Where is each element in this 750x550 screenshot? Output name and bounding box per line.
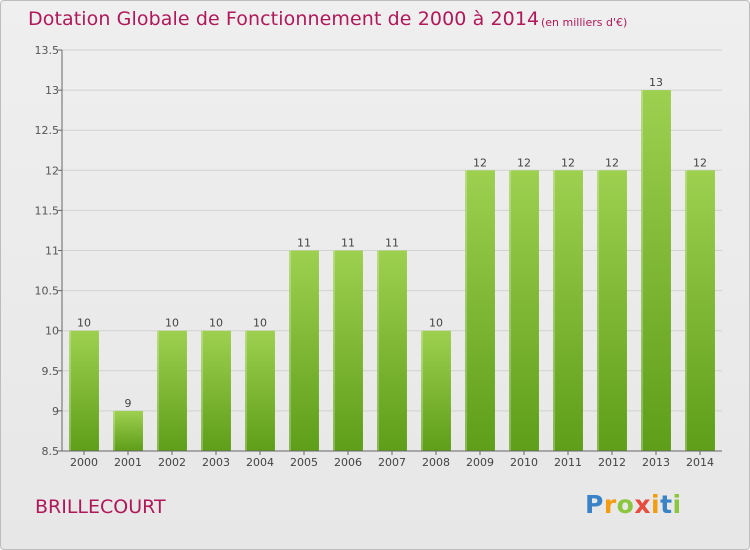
bar-highlight (157, 330, 160, 451)
bar-2008 (421, 330, 451, 451)
data-label: 9 (125, 397, 132, 410)
x-tick-label: 2001 (114, 456, 142, 469)
bar-2009 (465, 170, 495, 452)
data-label: 10 (165, 317, 179, 330)
y-tick-label: 9.5 (42, 365, 60, 378)
bar-2011 (553, 170, 583, 452)
bar-highlight (245, 330, 248, 451)
data-labels: 10 9 10 10 10 11 11 11 10 12 12 12 12 13 12 (77, 76, 707, 410)
bar-2014 (685, 170, 715, 452)
x-tick-label: 2004 (246, 456, 274, 469)
bar-highlight (685, 170, 688, 452)
bar-highlight (553, 170, 556, 452)
bar-series (69, 90, 715, 452)
data-label: 11 (385, 237, 399, 250)
data-label: 12 (693, 156, 707, 169)
axes: 8.5 9 9.5 10 10.5 11 11.5 12 12.5 13 13.5 2000 2001 2… (35, 44, 722, 469)
data-label: 10 (209, 317, 223, 330)
bar-2012 (597, 170, 627, 452)
data-label: 12 (517, 156, 531, 169)
data-label: 11 (341, 237, 355, 250)
data-label: 12 (561, 156, 575, 169)
bar-highlight (509, 170, 512, 452)
chart-title: Dotation Globale de Fonctionnement de 20… (28, 8, 540, 30)
y-tick-label: 13.5 (35, 44, 60, 57)
y-tick-label: 12 (45, 164, 59, 177)
x-tick-label: 2007 (378, 456, 406, 469)
y-tick-label: 11 (45, 245, 59, 258)
bar-2013 (641, 90, 671, 451)
data-label: 10 (77, 317, 91, 330)
x-tick-label: 2002 (158, 456, 186, 469)
x-tick-label: 2005 (290, 456, 318, 469)
bar-2006 (333, 250, 363, 451)
bar-highlight (641, 90, 644, 451)
x-tick-label: 2009 (466, 456, 494, 469)
x-tick-label: 2013 (642, 456, 670, 469)
y-tick-label: 11.5 (35, 204, 60, 217)
bar-2001 (113, 410, 143, 451)
bar-highlight (289, 250, 292, 451)
data-label: 13 (649, 76, 663, 89)
bar-highlight (597, 170, 600, 452)
y-tick-label: 10 (45, 325, 59, 338)
x-tick-label: 2012 (598, 456, 626, 469)
bar-highlight (69, 330, 72, 451)
x-tick-label: 2008 (422, 456, 450, 469)
y-tick-label: 13 (45, 84, 59, 97)
bar-highlight (421, 330, 424, 451)
y-tick-label: 10.5 (35, 285, 60, 298)
bar-highlight (333, 250, 336, 451)
x-tick-label: 2000 (70, 456, 98, 469)
bar-highlight (113, 410, 116, 451)
x-tick-label: 2003 (202, 456, 230, 469)
bar-2003 (201, 330, 231, 451)
bar-2002 (157, 330, 187, 451)
data-label: 12 (473, 156, 487, 169)
data-label: 10 (429, 317, 443, 330)
chart-subtitle: (en milliers d'€) (541, 16, 628, 29)
proxiti-logo: Proxiti (585, 490, 682, 519)
data-label: 12 (605, 156, 619, 169)
bar-2000 (69, 330, 99, 451)
y-tick-label: 9 (52, 405, 59, 418)
x-tick-label: 2010 (510, 456, 538, 469)
bar-highlight (377, 250, 380, 451)
bar-2005 (289, 250, 319, 451)
bar-2007 (377, 250, 407, 451)
y-tick-label: 12.5 (35, 124, 60, 137)
x-tick-label: 2014 (686, 456, 714, 469)
y-tick-label: 8.5 (42, 445, 60, 458)
x-tick-label: 2011 (554, 456, 582, 469)
data-label: 11 (297, 237, 311, 250)
data-label: 10 (253, 317, 267, 330)
bar-highlight (465, 170, 468, 452)
commune-name: BRILLECOURT (35, 496, 166, 518)
bar-2004 (245, 330, 275, 451)
x-tick-label: 2006 (334, 456, 362, 469)
bar-highlight (201, 330, 204, 451)
bar-2010 (509, 170, 539, 452)
